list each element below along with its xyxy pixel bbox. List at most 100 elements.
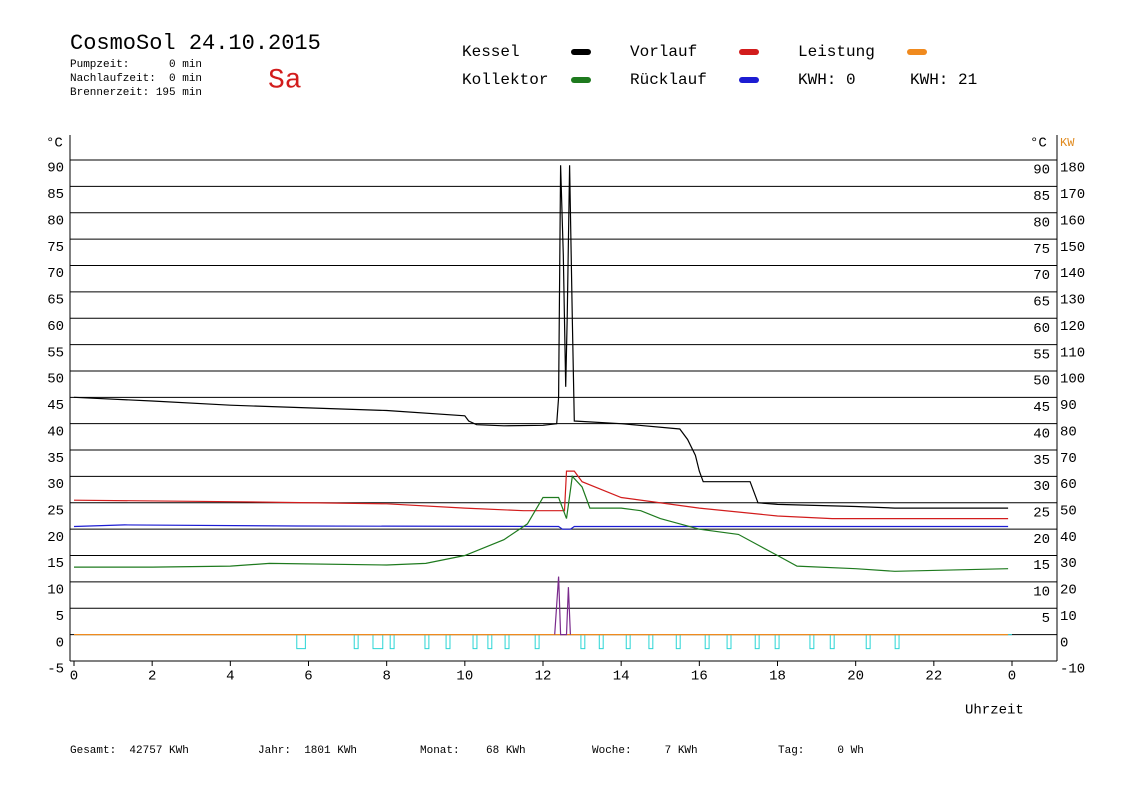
x-tick-label: 2: [148, 669, 156, 685]
y-tick-label-right: 5: [1042, 611, 1050, 627]
y-tick-label-right: 45: [1033, 400, 1050, 416]
y2-tick-label: 130: [1060, 293, 1085, 309]
y2-tick-label: 80: [1060, 424, 1077, 440]
y2-tick-label: 10: [1060, 609, 1077, 625]
series-line: [73, 524, 1009, 530]
y2-tick-label: -10: [1060, 662, 1085, 678]
y-tick-label: 35: [47, 451, 64, 467]
kwh-label: KWH: 0: [798, 71, 856, 89]
legend-label: Leistung: [798, 43, 875, 61]
footer-stat: Jahr: 1801 KWh: [258, 745, 357, 757]
footer-stat: Woche: 7 KWh: [592, 745, 698, 757]
x-tick-label: 18: [769, 669, 786, 685]
y-tick-label: 40: [47, 424, 64, 440]
footer-stat: Gesamt: 42757 KWh: [70, 745, 189, 757]
y2-tick-label: 100: [1060, 372, 1085, 388]
y-tick-label: 75: [47, 240, 64, 256]
y-tick-label: 80: [47, 213, 64, 229]
y-tick-label: 60: [47, 319, 64, 335]
y2-tick-label: 60: [1060, 477, 1077, 493]
pump-pulse: [389, 634, 395, 650]
pump-pulse: [598, 634, 604, 650]
weekday: Sa: [268, 65, 302, 96]
pump-pulse: [704, 634, 710, 650]
pump-pulse: [445, 634, 451, 650]
pump-pulse: [504, 634, 510, 650]
pump-pulse: [580, 634, 586, 650]
y-tick-label: 15: [47, 556, 64, 572]
chart-title: CosmoSol 24.10.2015: [70, 31, 321, 56]
legend-label: Vorlauf: [630, 43, 697, 61]
y-tick-label-right: 85: [1033, 189, 1050, 205]
x-tick-label: 20: [847, 669, 864, 685]
x-tick-label: 22: [925, 669, 942, 685]
y2-tick-label: 160: [1060, 213, 1085, 229]
pump-pulse: [472, 634, 478, 650]
y-tick-label: 70: [47, 266, 64, 282]
y-axis-label: °C: [46, 136, 63, 152]
y-tick-label: 30: [47, 477, 64, 493]
x-tick-label: 0: [1008, 669, 1016, 685]
footer-stat: Tag: 0 Wh: [778, 745, 864, 757]
legend-label: Rücklauf: [630, 71, 707, 89]
pump-pulse: [648, 634, 654, 650]
y2-axis-label: KW: [1060, 136, 1075, 150]
stat: Brennerzeit: 195 min: [70, 87, 202, 99]
pump-pulse: [865, 634, 871, 650]
y-tick-label-right: 70: [1033, 268, 1050, 284]
x-tick-label: 16: [691, 669, 708, 685]
pump-pulse: [774, 634, 780, 650]
legend-label: Kessel: [462, 43, 520, 61]
y-tick-label: 25: [47, 503, 64, 519]
y2-tick-label: 170: [1060, 187, 1085, 203]
y-tick-label: -5: [47, 662, 64, 678]
x-axis-label: Uhrzeit: [965, 703, 1024, 719]
y2-tick-label: 40: [1060, 530, 1077, 546]
x-tick-label: 14: [613, 669, 630, 685]
energy-line: [554, 576, 571, 636]
y-tick-label: 50: [47, 372, 64, 388]
x-tick-label: 10: [456, 669, 473, 685]
y-tick-label-right: 15: [1033, 558, 1050, 574]
pump-pulse: [894, 634, 900, 650]
x-tick-label: 6: [304, 669, 312, 685]
y2-tick-label: 30: [1060, 556, 1077, 572]
kwh-label: KWH: 21: [910, 71, 977, 89]
pump-pulse: [534, 634, 540, 650]
stat: Pumpzeit: 0 min: [70, 59, 202, 71]
y-tick-label-right: 80: [1033, 215, 1050, 231]
x-tick-label: 8: [382, 669, 390, 685]
y2-tick-label: 120: [1060, 319, 1085, 335]
y-tick-label-right: 20: [1033, 532, 1050, 548]
y2-tick-label: 50: [1060, 503, 1077, 519]
y-tick-label-right: 30: [1033, 479, 1050, 495]
y-tick-label: 45: [47, 398, 64, 414]
y2-tick-label: 70: [1060, 451, 1077, 467]
pump-pulse: [754, 634, 760, 650]
y-tick-label: 85: [47, 187, 64, 203]
y-tick-label-right: 40: [1033, 426, 1050, 442]
y-tick-label: 10: [47, 583, 64, 599]
y-tick-label: 0: [56, 635, 64, 651]
pump-pulse: [424, 634, 430, 650]
y-tick-label: 65: [47, 293, 64, 309]
y-tick-label: 55: [47, 345, 64, 361]
y-tick-label: 90: [47, 161, 64, 177]
y-tick-label-right: 65: [1033, 295, 1050, 311]
pump-pulse: [487, 634, 493, 650]
y2-tick-label: 140: [1060, 266, 1085, 282]
y-tick-label-right: 50: [1033, 374, 1050, 390]
y2-tick-label: 110: [1060, 345, 1085, 361]
pump-pulse: [809, 634, 815, 650]
x-tick-label: 12: [535, 669, 552, 685]
pump-pulse: [353, 634, 359, 650]
pump-pulse: [372, 634, 384, 650]
y-tick-label: 5: [56, 609, 64, 625]
y2-tick-label: 150: [1060, 240, 1085, 256]
y-tick-label-right: 25: [1033, 505, 1050, 521]
series-line: [73, 470, 1009, 520]
y-tick-label-right: 35: [1033, 453, 1050, 469]
x-tick-label: 4: [226, 669, 234, 685]
pump-pulse: [829, 634, 835, 650]
